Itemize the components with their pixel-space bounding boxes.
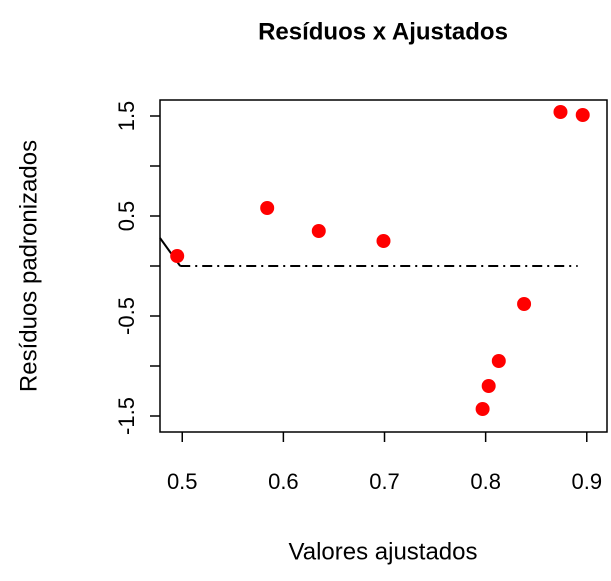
point: [311, 224, 326, 238]
x-tick-label: 0.5: [167, 469, 198, 494]
y-tick-label: -0.5: [114, 297, 139, 335]
point: [260, 201, 275, 215]
y-tick-label: 1.5: [114, 101, 139, 132]
point: [170, 249, 185, 263]
x-axis-label: Valores ajustados: [289, 538, 478, 565]
point: [481, 379, 496, 393]
point: [575, 108, 590, 122]
x-tick-label: 0.8: [470, 469, 501, 494]
y-tick-label: 0.5: [114, 201, 139, 232]
point: [475, 402, 490, 416]
point: [553, 105, 568, 119]
x-tick-label: 0.9: [571, 469, 602, 494]
point: [491, 354, 506, 368]
x-tick-label: 0.6: [268, 469, 299, 494]
y-axis-label: Resíduos padronizados: [15, 140, 42, 392]
point: [376, 234, 391, 248]
y-tick-label: -1.5: [114, 397, 139, 435]
point: [517, 297, 532, 311]
chart-title: Resíduos x Ajustados: [258, 18, 508, 45]
x-tick-label: 0.7: [369, 469, 400, 494]
